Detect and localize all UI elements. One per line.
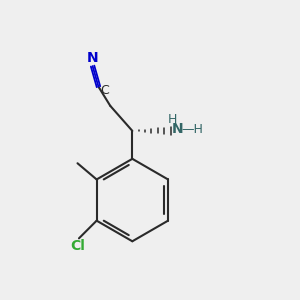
- Text: C: C: [100, 84, 109, 97]
- Text: N: N: [87, 51, 98, 65]
- Text: —H: —H: [181, 123, 203, 136]
- Text: N: N: [172, 122, 184, 136]
- Text: Cl: Cl: [70, 239, 85, 253]
- Text: H: H: [167, 113, 177, 126]
